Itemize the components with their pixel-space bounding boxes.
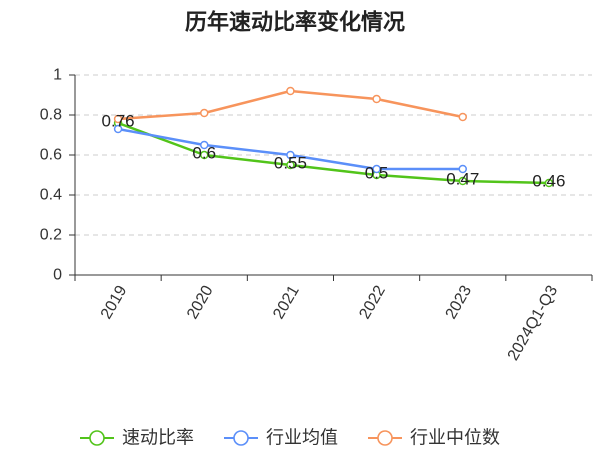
industry-average-point [200,140,209,150]
legend-label: 行业中位数 [410,428,500,449]
industry-median-series [113,86,467,124]
industry-average-point [113,124,123,134]
industry-average-point [372,164,381,174]
legend-marker-icon [89,430,105,446]
x-tick-label: 2024Q1-Q3 [505,283,562,364]
industry-average-point [286,150,295,160]
x-tick-label: 2021 [270,283,303,322]
industry-average-point [458,164,467,174]
y-axis: 0 0.2 0.4 0.6 0.8 1 [40,67,76,284]
quick-ratio-data-label: 0.47 [446,170,479,189]
industry-median-point [286,86,295,96]
y-tick-label: 0.6 [40,147,62,164]
quick-ratio-point [544,178,554,188]
quick-ratio-data-label: 0.5 [365,164,389,183]
data-labels: 0.76 0.6 0.55 0.5 0.47 0.46 [102,112,566,191]
x-axis: 2019 2020 2021 2022 2023 2024Q1-Q3 [74,274,593,364]
y-tick-label: 0.4 [40,187,62,204]
legend-marker-icon [377,430,393,446]
legend-label: 行业均值 [266,428,338,449]
x-tick-label: 2019 [98,283,131,322]
legend-item-industry-median[interactable]: 行业中位数 [368,428,500,449]
gridlines [75,74,592,236]
y-tick-label: 0.8 [40,107,62,124]
legend-item-quick-ratio[interactable]: 速动比率 [80,428,194,449]
industry-median-point [372,94,381,104]
legend-item-industry-average[interactable]: 行业均值 [224,428,338,449]
x-tick-label: 2020 [184,283,217,322]
quick-ratio-series [113,118,554,188]
x-tick-label: 2023 [443,283,476,322]
chart-title: 历年速动比率变化情况 [185,10,405,36]
quick-ratio-data-label: 0.46 [532,172,565,191]
legend: 速动比率 行业均值 行业中位数 [80,428,500,449]
industry-average-series [113,124,467,174]
quick-ratio-point [286,160,295,170]
quick-ratio-data-label: 0.6 [192,144,216,163]
quick-ratio-line [117,121,549,185]
quick-ratio-data-label: 0.76 [102,112,135,131]
quick-ratio-data-label: 0.55 [274,154,307,173]
y-tick-label: 0 [53,267,62,284]
legend-label: 速动比率 [122,428,194,449]
quick-ratio-point [200,150,209,160]
x-tick-label: 2022 [356,283,389,322]
plot-area: 0 0.2 0.4 0.6 0.8 1 2019 2020 2021 2022 2023 2024Q1… [40,67,593,364]
industry-median-point [200,108,209,118]
quick-ratio-point [458,176,467,186]
y-tick-label: 0.2 [40,227,62,244]
industry-median-point [113,114,123,124]
y-tick-label: 1 [53,67,62,84]
industry-median-point [458,112,467,122]
legend-marker-icon [233,430,249,446]
